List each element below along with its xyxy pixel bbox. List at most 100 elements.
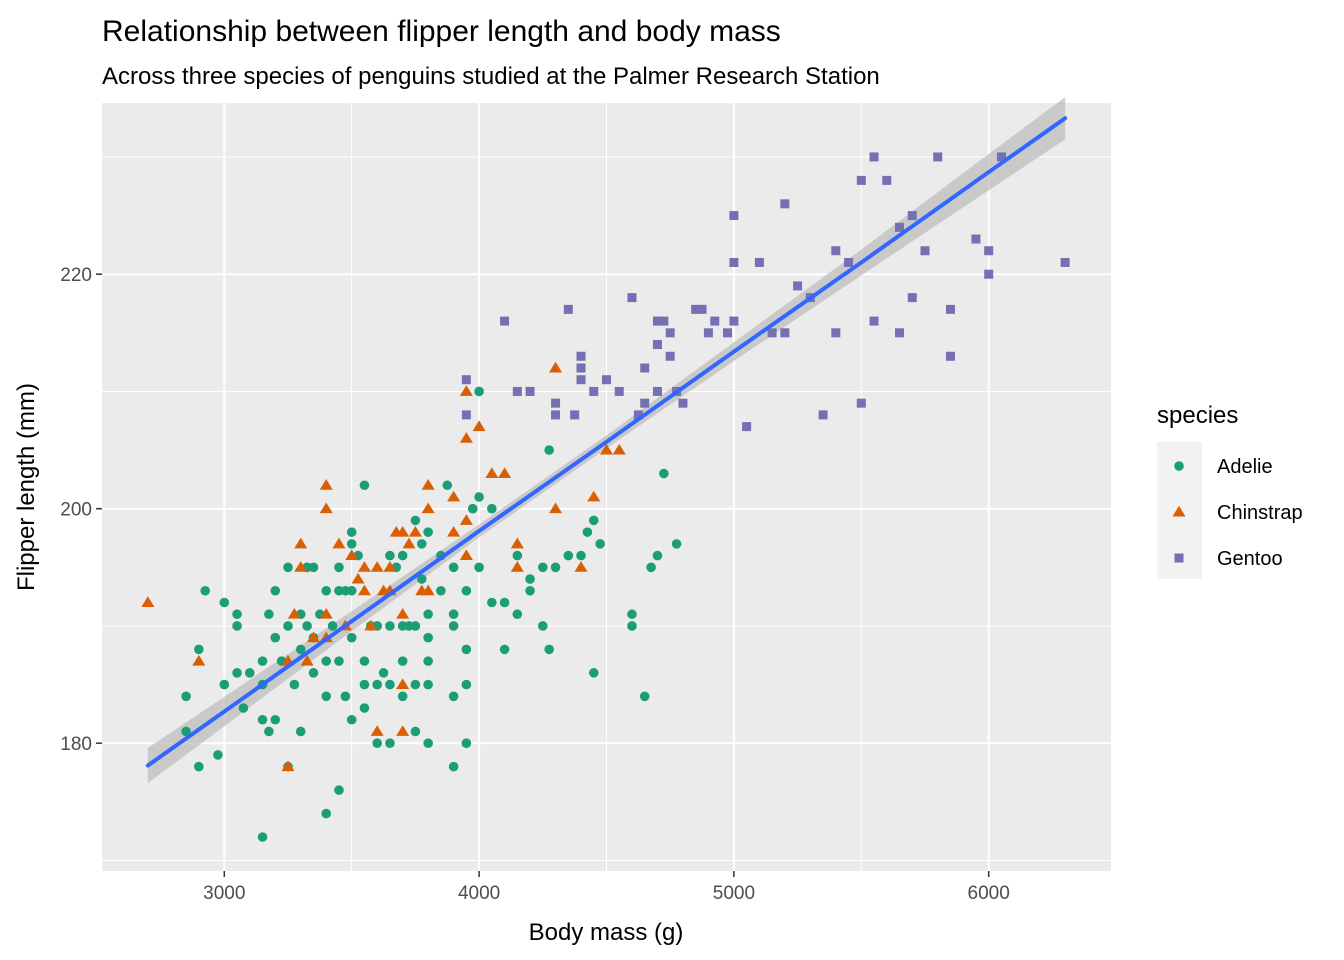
adelie-point bbox=[194, 644, 204, 655]
adelie-legend-key bbox=[1174, 461, 1184, 471]
adelie-point bbox=[359, 679, 370, 690]
adelie-point bbox=[321, 808, 332, 819]
chinstrap-point bbox=[306, 631, 320, 643]
gentoo-point bbox=[723, 328, 733, 338]
adelie-point bbox=[499, 597, 510, 608]
adelie-point bbox=[448, 691, 459, 702]
gentoo-point bbox=[996, 152, 1006, 162]
trend-line bbox=[145, 116, 1068, 768]
adelie-point bbox=[525, 585, 535, 596]
gentoo-point bbox=[576, 363, 586, 373]
adelie-point bbox=[334, 785, 344, 795]
adelie-point bbox=[588, 515, 599, 526]
adelie-point bbox=[213, 750, 223, 760]
adelie-point bbox=[582, 527, 593, 537]
adelie-point bbox=[270, 632, 281, 643]
adelie-point bbox=[652, 550, 663, 561]
adelie-point bbox=[487, 503, 497, 514]
gentoo-point bbox=[652, 316, 662, 326]
chinstrap-point bbox=[574, 561, 588, 572]
adelie-point bbox=[544, 644, 554, 655]
adelie-point bbox=[295, 644, 306, 655]
gentoo-point bbox=[576, 375, 586, 385]
chinstrap-point bbox=[587, 490, 601, 502]
adelie-point bbox=[238, 703, 249, 713]
gentoo-point bbox=[640, 398, 650, 408]
adelie-point bbox=[219, 597, 230, 608]
adelie-point bbox=[410, 679, 421, 690]
adelie-point bbox=[588, 668, 599, 678]
chinstrap-point bbox=[396, 725, 410, 736]
gridlines bbox=[102, 103, 1111, 871]
chart-subtitle: Across three species of penguins studied… bbox=[102, 63, 880, 90]
adelie-point bbox=[423, 609, 433, 620]
data-points bbox=[141, 152, 1070, 842]
gentoo-point bbox=[933, 152, 943, 162]
chinstrap-legend-key bbox=[1172, 505, 1186, 517]
adelie-point bbox=[346, 585, 357, 596]
adelie-point bbox=[346, 527, 357, 537]
legend-label-adelie: Adelie bbox=[1217, 456, 1273, 478]
chinstrap-point bbox=[364, 619, 378, 631]
gentoo-point bbox=[461, 375, 471, 385]
gentoo-point bbox=[525, 386, 535, 396]
chinstrap-point bbox=[370, 561, 384, 572]
y-tick-label: 220 bbox=[60, 265, 92, 286]
adelie-point bbox=[295, 726, 306, 737]
adelie-point bbox=[327, 621, 338, 631]
gentoo-point bbox=[729, 316, 739, 326]
adelie-point bbox=[550, 562, 561, 573]
gentoo-point bbox=[895, 328, 905, 338]
gentoo-point bbox=[856, 398, 866, 408]
adelie-point bbox=[321, 585, 332, 596]
adelie-point bbox=[340, 691, 351, 702]
gentoo-point bbox=[602, 375, 611, 385]
adelie-point bbox=[563, 550, 574, 561]
chinstrap-point bbox=[357, 584, 371, 596]
adelie-point bbox=[194, 761, 204, 772]
gentoo-point bbox=[907, 211, 917, 221]
gentoo-point bbox=[512, 386, 522, 396]
chinstrap-point bbox=[294, 561, 308, 572]
x-axis-ticks: 3000 4000 5000 6000 bbox=[203, 871, 1010, 904]
chinstrap-point bbox=[421, 479, 435, 490]
adelie-point bbox=[264, 726, 274, 737]
chinstrap-point bbox=[281, 760, 295, 772]
adelie-point bbox=[385, 738, 395, 748]
gentoo-point bbox=[945, 304, 955, 314]
chinstrap-point bbox=[351, 572, 365, 584]
adelie-point bbox=[659, 468, 669, 479]
chinstrap-point bbox=[287, 608, 301, 619]
gentoo-point bbox=[882, 175, 892, 185]
chinstrap-point bbox=[332, 537, 346, 549]
adelie-point bbox=[359, 480, 370, 491]
adelie-point bbox=[321, 656, 332, 666]
gentoo-point bbox=[844, 257, 854, 267]
legend-label-gentoo: Gentoo bbox=[1217, 548, 1283, 570]
adelie-point bbox=[397, 550, 408, 561]
gentoo-point bbox=[691, 304, 701, 314]
gentoo-point bbox=[984, 269, 994, 279]
adelie-point bbox=[219, 679, 230, 690]
gentoo-point bbox=[831, 328, 841, 338]
gentoo-point bbox=[780, 328, 790, 338]
adelie-point bbox=[595, 539, 605, 549]
gentoo-point bbox=[570, 410, 580, 420]
adelie-point bbox=[474, 562, 484, 573]
gentoo-point bbox=[678, 398, 688, 408]
chinstrap-point bbox=[345, 549, 359, 561]
adelie-point bbox=[671, 539, 682, 549]
adelie-point bbox=[334, 656, 344, 666]
trend-line-layer bbox=[145, 116, 1068, 768]
adelie-point bbox=[308, 562, 319, 573]
adelie-point bbox=[200, 585, 210, 596]
chinstrap-point bbox=[141, 596, 155, 607]
adelie-point bbox=[257, 832, 268, 842]
gentoo-point bbox=[563, 304, 573, 314]
gentoo-point bbox=[780, 199, 790, 209]
adelie-point bbox=[423, 527, 433, 537]
gentoo-point bbox=[652, 386, 662, 396]
chinstrap-point bbox=[599, 443, 614, 455]
adelie-point bbox=[423, 656, 433, 666]
gentoo-point bbox=[831, 246, 841, 256]
